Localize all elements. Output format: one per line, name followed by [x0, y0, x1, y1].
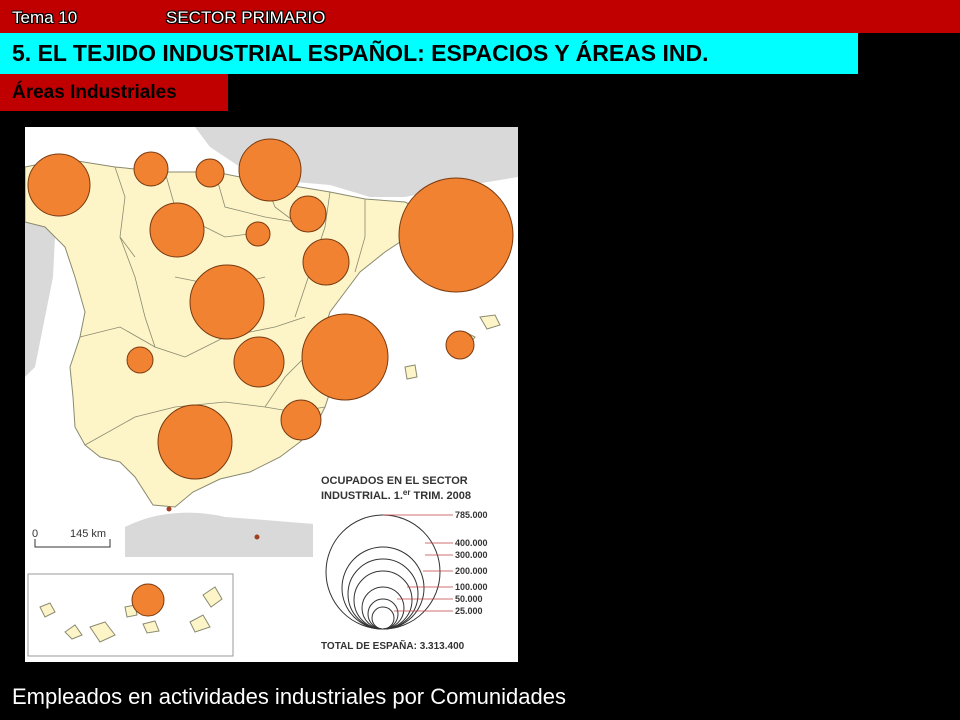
bubble-cataluna: [398, 177, 514, 293]
legend-value-50000: 50.000: [455, 594, 483, 604]
legend-value-100000: 100.000: [455, 582, 488, 592]
map-caption: Empleados en actividades industriales po…: [12, 684, 566, 709]
bubble-valencia: [301, 313, 389, 401]
africa-land: [125, 512, 315, 557]
scale-zero: 0: [32, 528, 38, 540]
sector-label: SECTOR PRIMARIO: [166, 8, 326, 27]
scale-distance: 145 km: [70, 528, 106, 540]
melilla-marker: [254, 534, 260, 540]
bubble-la-rioja: [245, 221, 271, 247]
bubble-navarra: [289, 195, 327, 233]
industrial-map: 0 145 km OCUPADOS EN EL SECTOR INDUSTRIA…: [25, 127, 518, 662]
legend: OCUPADOS EN EL SECTOR INDUSTRIAL. 1.er T…: [313, 462, 518, 662]
slide-subtitle: Áreas Industriales: [0, 74, 228, 111]
topic-label: Tema 10: [12, 8, 78, 27]
bubble-baleares: [445, 330, 475, 360]
bubble-aragon: [302, 238, 350, 286]
top-bar: Tema 10 SECTOR PRIMARIO: [0, 0, 960, 33]
legend-total: TOTAL DE ESPAÑA: 3.313.400: [321, 639, 465, 652]
map-svg: 0 145 km OCUPADOS EN EL SECTOR INDUSTRIA…: [25, 127, 518, 662]
bubble-extremadura: [126, 346, 154, 374]
ceuta-marker: [166, 506, 172, 512]
bubble-canarias: [131, 583, 165, 617]
legend-title-line1: OCUPADOS EN EL SECTOR: [321, 475, 468, 487]
legend-value-400000: 400.000: [455, 538, 488, 548]
canary-inset: [27, 573, 234, 657]
slide-title: 5. EL TEJIDO INDUSTRIAL ESPAÑOL: ESPACIO…: [0, 33, 858, 74]
bubble-castilla-mancha: [233, 336, 285, 388]
legend-title-line2: INDUSTRIAL. 1.er TRIM. 2008: [321, 488, 471, 503]
scale-bar: [34, 539, 111, 548]
legend-value-200000: 200.000: [455, 566, 488, 576]
bubble-murcia: [280, 399, 322, 441]
bubble-pais-vasco: [238, 138, 302, 202]
bubble-galicia: [27, 153, 91, 217]
bubble-castilla-leon: [149, 202, 205, 258]
bubble-asturias: [133, 151, 169, 187]
legend-value-785000: 785.000: [455, 510, 488, 520]
portugal-land: [25, 219, 55, 377]
bubble-cantabria: [195, 158, 225, 188]
bubble-andalucia: [157, 404, 233, 480]
bubble-madrid: [189, 264, 265, 340]
legend-value-300000: 300.000: [455, 550, 488, 560]
legend-value-25000: 25.000: [455, 606, 483, 616]
